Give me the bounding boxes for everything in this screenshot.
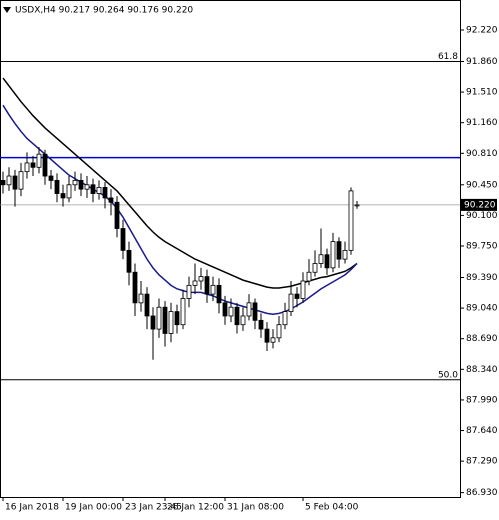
candle-body bbox=[168, 311, 174, 334]
y-tick-label: 91.510 bbox=[466, 88, 498, 98]
candle-body bbox=[144, 293, 150, 317]
candle-body bbox=[78, 180, 84, 190]
candle-body bbox=[258, 319, 264, 330]
candle-body bbox=[48, 175, 54, 181]
candle-body bbox=[210, 284, 216, 295]
y-tick-label: 90.450 bbox=[466, 180, 498, 190]
candle-body bbox=[96, 187, 102, 194]
price-label-bg bbox=[461, 198, 497, 211]
candle-body bbox=[264, 328, 270, 343]
y-tick-label: 88.690 bbox=[466, 334, 498, 344]
x-tick-label: 5 Feb 04:00 bbox=[305, 503, 359, 513]
candle-body bbox=[228, 306, 234, 317]
candle-body bbox=[138, 293, 144, 304]
candle-body bbox=[288, 293, 294, 312]
candle-body bbox=[108, 197, 114, 203]
fib-level-label: 50.0 bbox=[438, 370, 458, 380]
candle-body bbox=[90, 184, 96, 194]
y-tick-label: 91.860 bbox=[466, 57, 498, 67]
y-tick-label: 87.990 bbox=[466, 395, 498, 405]
candle-body bbox=[336, 241, 342, 260]
candle-body bbox=[180, 298, 186, 326]
price-label: 90.220 bbox=[464, 200, 496, 210]
x-tick-label: 23 Jan 23:45 bbox=[125, 503, 182, 513]
candle-body bbox=[150, 315, 156, 330]
candle-body bbox=[234, 306, 240, 326]
candle-body bbox=[30, 162, 36, 168]
y-tick-label: 91.160 bbox=[466, 118, 498, 128]
y-tick-label: 86.930 bbox=[466, 488, 498, 498]
moving-average bbox=[2, 104, 358, 315]
candle-body bbox=[156, 306, 162, 330]
candle-body bbox=[174, 311, 180, 326]
candle-body bbox=[126, 249, 132, 273]
candle-body bbox=[252, 302, 258, 321]
candle-body bbox=[318, 254, 324, 264]
y-tick-label: 89.040 bbox=[466, 304, 498, 314]
y-tick-label: 89.390 bbox=[466, 273, 498, 283]
candle-body bbox=[6, 175, 12, 186]
candle-body bbox=[312, 263, 318, 273]
candle-body bbox=[18, 171, 24, 190]
y-tick-label: 87.640 bbox=[466, 426, 498, 436]
candle-body bbox=[270, 337, 276, 343]
x-tick-label: 26 Jan 12:00 bbox=[167, 503, 224, 513]
candle-body bbox=[60, 193, 66, 199]
candle-body bbox=[330, 241, 336, 269]
candle-body bbox=[354, 204, 360, 207]
y-tick-label: 90.810 bbox=[466, 149, 498, 159]
candle-body bbox=[42, 153, 48, 177]
x-tick-label: 19 Jan 00:00 bbox=[65, 503, 122, 513]
candle-body bbox=[12, 175, 18, 190]
candle-body bbox=[198, 276, 204, 282]
candle-body bbox=[222, 302, 228, 317]
candle-body bbox=[306, 271, 312, 282]
candle-body bbox=[24, 162, 30, 173]
candle-body bbox=[276, 324, 282, 339]
candle-body bbox=[282, 311, 288, 326]
candle-body bbox=[216, 284, 222, 304]
candle-body bbox=[186, 284, 192, 299]
y-tick-label: 89.750 bbox=[466, 242, 498, 252]
candle-body bbox=[114, 201, 120, 229]
plot-frame bbox=[0, 0, 461, 498]
candle-body bbox=[66, 184, 72, 199]
x-tick-label: 31 Jan 08:00 bbox=[227, 503, 284, 513]
candle-body bbox=[36, 153, 42, 168]
candle-body bbox=[120, 228, 126, 251]
candle-body bbox=[102, 187, 108, 199]
y-tick-label: 88.340 bbox=[466, 365, 498, 375]
candle-body bbox=[54, 180, 60, 194]
candle-body bbox=[162, 306, 168, 334]
candle-body bbox=[342, 249, 348, 260]
candle-body bbox=[204, 276, 210, 295]
menu-icon[interactable] bbox=[3, 7, 11, 13]
x-tick-label: 16 Jan 2018 bbox=[5, 503, 59, 513]
fib-level-label: 61.8 bbox=[438, 52, 458, 62]
candle-body bbox=[246, 302, 252, 317]
candle-body bbox=[72, 180, 78, 186]
candle-body bbox=[192, 280, 198, 286]
y-tick-label: 87.290 bbox=[466, 457, 498, 467]
candle-body bbox=[0, 180, 6, 186]
candle-body bbox=[294, 293, 300, 299]
candle-body bbox=[300, 280, 306, 299]
candle-body bbox=[84, 184, 90, 190]
candle-body bbox=[240, 315, 246, 326]
moving-average bbox=[2, 77, 358, 289]
candle-body bbox=[348, 190, 354, 251]
chart-title: USDX,H4 90.217 90.264 90.176 90.220 bbox=[15, 6, 193, 16]
y-tick-label: 90.100 bbox=[466, 211, 498, 221]
candle-body bbox=[132, 271, 138, 304]
y-tick-label: 92.220 bbox=[466, 25, 498, 35]
candle-body bbox=[324, 254, 330, 269]
